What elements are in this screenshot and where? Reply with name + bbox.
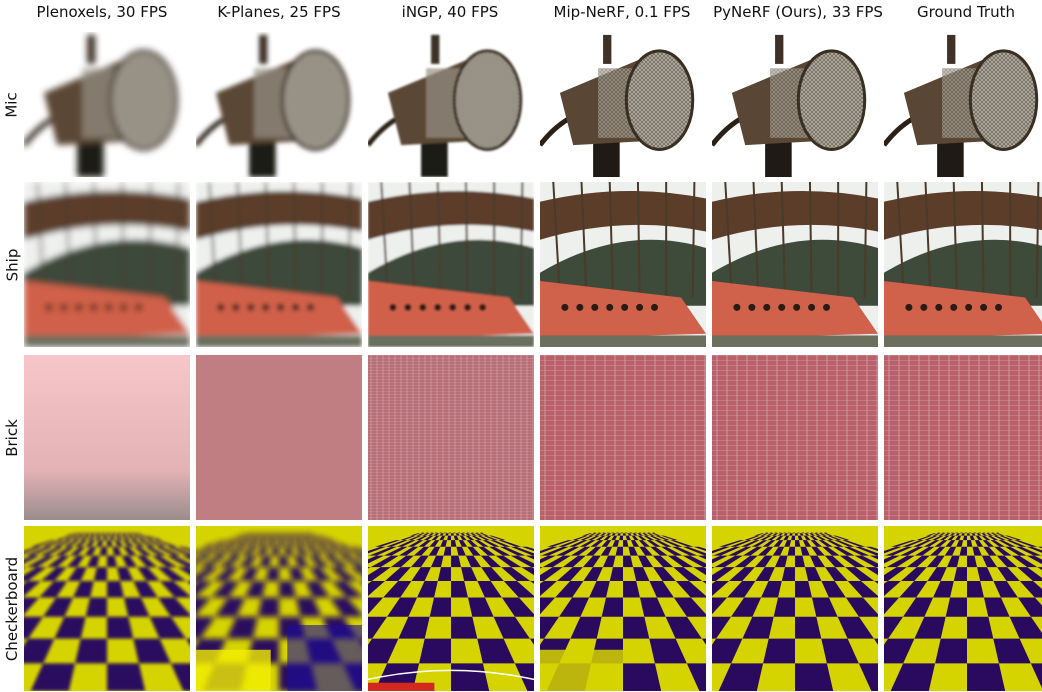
render-image <box>24 182 190 347</box>
render-image <box>884 355 1042 520</box>
row-label-text: Checkerboard <box>3 556 22 661</box>
column-header-mipnerf: Mip-NeRF, 0.1 FPS <box>553 3 691 21</box>
render-ship-kplanes <box>196 182 362 347</box>
column-header-plenoxels: Plenoxels, 30 FPS <box>36 3 168 21</box>
row-label-checker: Checkerboard <box>0 526 24 691</box>
render-ship-ingp <box>368 182 534 347</box>
render-checker-kplanes <box>196 526 362 691</box>
row-label-text: Mic <box>3 91 22 118</box>
render-mic-kplanes <box>196 32 362 177</box>
render-ship-pynerf <box>712 182 878 347</box>
render-brick-mipnerf <box>540 355 706 520</box>
render-checker-gt <box>884 526 1042 691</box>
render-mic-ingp <box>368 32 534 177</box>
row-label-text: Brick <box>3 418 21 457</box>
render-image <box>540 526 706 691</box>
render-image <box>712 355 878 520</box>
render-image <box>196 355 362 520</box>
render-brick-plenoxels <box>24 355 190 520</box>
render-image <box>196 182 362 347</box>
row-label-ship: Ship <box>0 182 24 347</box>
render-image <box>712 526 878 691</box>
render-mic-plenoxels <box>24 32 190 177</box>
render-image <box>884 526 1042 691</box>
render-mic-mipnerf <box>540 32 706 177</box>
column-header-pynerf: PyNeRF (Ours), 33 FPS <box>713 3 883 21</box>
render-image <box>368 526 534 691</box>
render-brick-pynerf <box>712 355 878 520</box>
render-image <box>540 355 706 520</box>
render-ship-mipnerf <box>540 182 706 347</box>
row-label-brick: Brick <box>0 355 24 520</box>
render-checker-pynerf <box>712 526 878 691</box>
render-image <box>712 182 878 347</box>
column-header-kplanes: K-Planes, 25 FPS <box>217 3 341 21</box>
render-brick-ingp <box>368 355 534 520</box>
row-label-text: Ship <box>3 248 21 281</box>
render-image <box>712 32 878 177</box>
render-image <box>368 182 534 347</box>
row-label-mic: Mic <box>0 32 24 177</box>
render-image <box>540 182 706 347</box>
render-brick-gt <box>884 355 1042 520</box>
render-ship-plenoxels <box>24 182 190 347</box>
render-checker-plenoxels <box>24 526 190 691</box>
render-ship-gt <box>884 182 1042 347</box>
render-image <box>24 355 190 520</box>
render-image <box>368 355 534 520</box>
render-image <box>24 32 190 177</box>
column-header-ingp: iNGP, 40 FPS <box>401 3 499 21</box>
render-image <box>196 526 362 691</box>
render-brick-kplanes <box>196 355 362 520</box>
render-image <box>884 182 1042 347</box>
render-checker-ingp <box>368 526 534 691</box>
render-image <box>884 32 1042 177</box>
render-mic-gt <box>884 32 1042 177</box>
column-header-gt: Ground Truth <box>917 3 1015 21</box>
render-image <box>196 32 362 177</box>
render-mic-pynerf <box>712 32 878 177</box>
render-image <box>540 32 706 177</box>
render-image <box>368 32 534 177</box>
render-image <box>24 526 190 691</box>
render-checker-mipnerf <box>540 526 706 691</box>
